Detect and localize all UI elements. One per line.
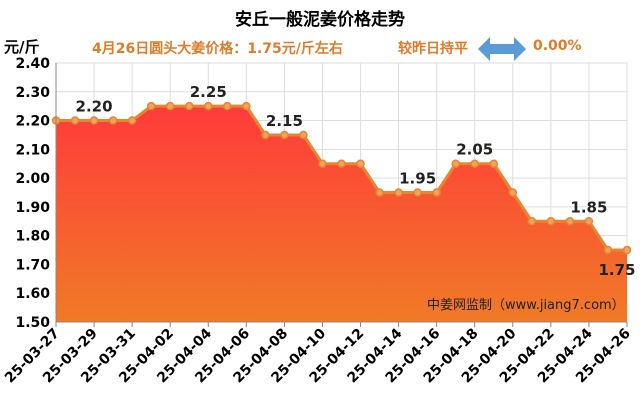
left-right-arrow-icon (478, 37, 526, 61)
data-point (165, 101, 175, 111)
data-label: 2.15 (266, 112, 303, 130)
data-point (108, 116, 118, 125)
data-point (394, 188, 403, 197)
y-tick-label: 1.90 (15, 200, 50, 216)
data-point (565, 217, 575, 226)
y-tick-label: 2.40 (15, 56, 50, 72)
data-point (299, 130, 308, 140)
data-label: 2.25 (190, 83, 227, 101)
data-point (337, 159, 346, 168)
data-point (603, 245, 613, 255)
data-point (413, 188, 422, 197)
change-value: 0.00% (533, 38, 582, 54)
data-point (375, 188, 384, 197)
y-tick-label: 2.10 (15, 142, 50, 158)
data-point (622, 245, 632, 255)
y-tick-label: 1.60 (15, 286, 50, 302)
data-point (470, 159, 479, 168)
watermark: 中姜网监制（www.jiang7.com） (427, 298, 625, 313)
data-point (223, 101, 232, 111)
y-tick-label: 1.80 (15, 229, 50, 245)
data-point (70, 116, 80, 125)
data-point (432, 188, 441, 197)
data-point (318, 159, 327, 168)
data-point (356, 159, 365, 168)
y-axis-unit: 元/斤 (4, 38, 40, 56)
y-tick-label: 1.50 (15, 315, 50, 331)
data-point (489, 159, 499, 168)
data-label: 1.95 (399, 170, 436, 188)
data-point (146, 101, 156, 111)
y-tick-label: 1.70 (15, 257, 50, 273)
y-tick-label: 2.20 (15, 114, 50, 130)
price-subtitle: 4月26日圆头大姜价格：1.75元/斤左右 (92, 41, 343, 57)
data-label: 1.85 (570, 198, 607, 216)
data-point (527, 217, 537, 226)
area-fill (56, 106, 627, 323)
data-point (261, 130, 270, 140)
data-point (204, 101, 213, 111)
data-point (451, 159, 460, 168)
data-point (184, 101, 194, 111)
data-point (508, 188, 518, 197)
y-tick-label: 2.30 (15, 85, 50, 101)
data-point (89, 116, 99, 125)
data-point (242, 101, 251, 111)
data-label: 2.05 (456, 141, 493, 159)
change-label: 较昨日持平 (398, 41, 468, 57)
y-tick-label: 2.00 (15, 171, 50, 187)
data-point (584, 217, 594, 226)
data-label: 2.20 (76, 98, 113, 116)
data-point (546, 217, 556, 226)
data-point (280, 130, 289, 140)
data-label: 1.75 (598, 261, 635, 279)
data-point (127, 116, 137, 125)
chart-title: 安丘一般泥姜价格走势 (235, 10, 405, 30)
